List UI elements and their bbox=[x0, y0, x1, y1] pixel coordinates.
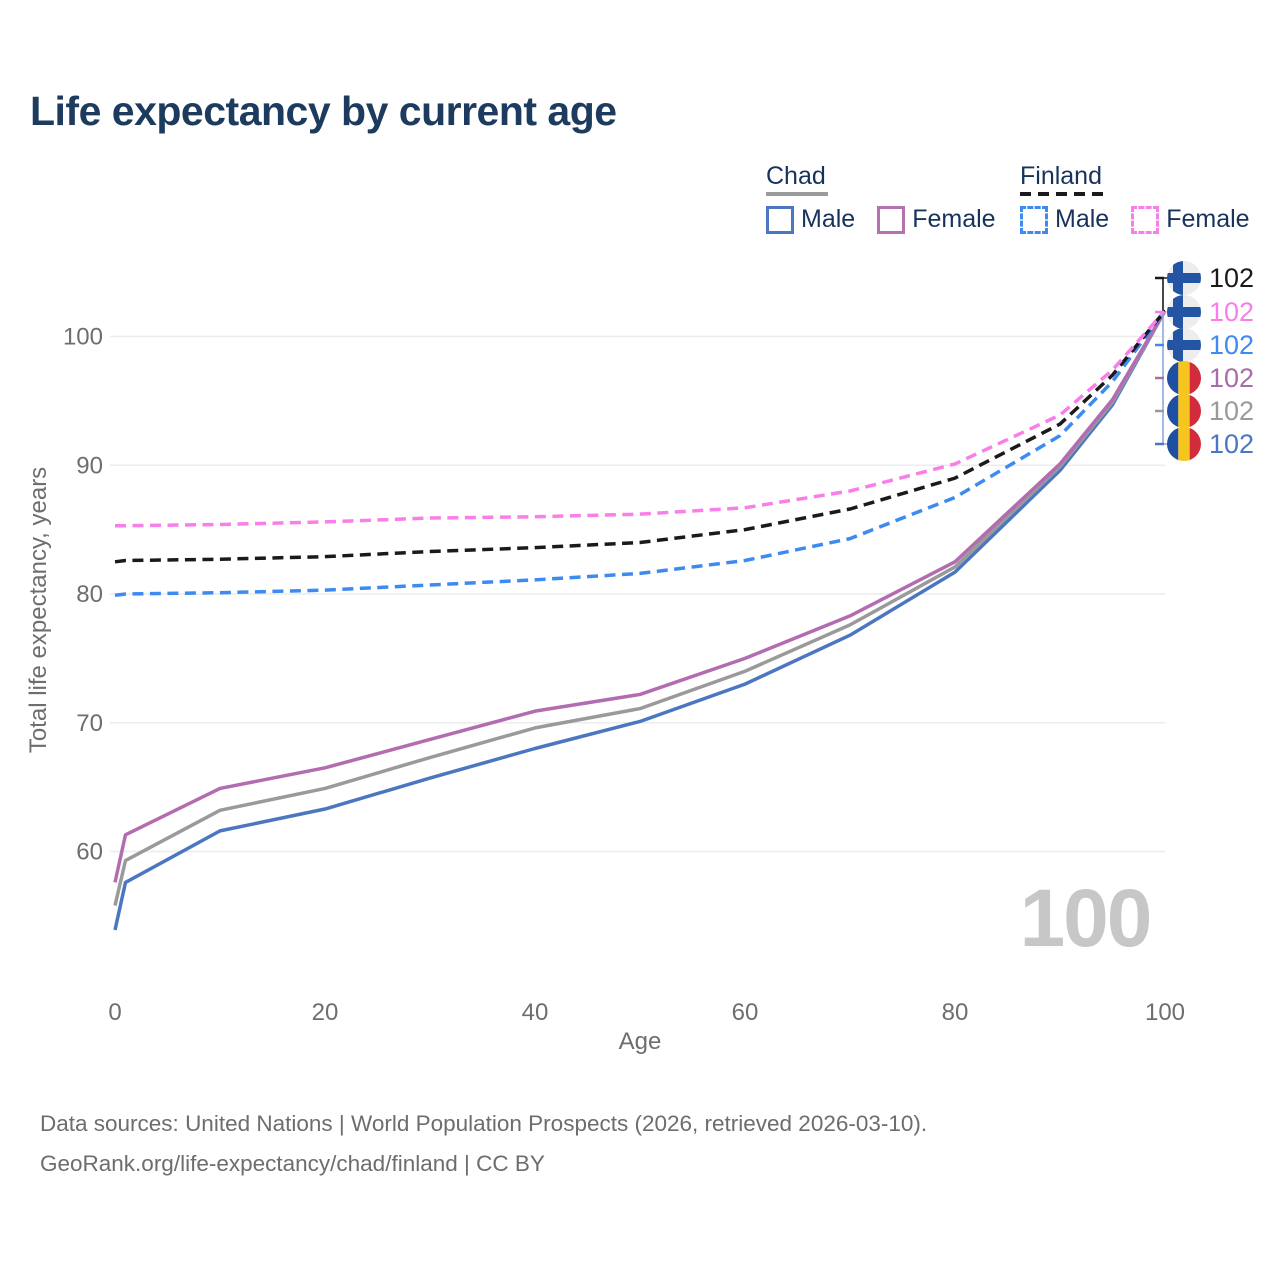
page-title: Life expectancy by current age bbox=[30, 88, 617, 134]
series-line-chad bbox=[113, 309, 1167, 906]
legend-label-chad-male: Male bbox=[801, 205, 856, 233]
x-tick-0: 0 bbox=[108, 999, 121, 1026]
y-tick-70: 70 bbox=[76, 710, 103, 737]
finland-line-sample bbox=[1020, 192, 1106, 196]
series-line-chad-female bbox=[113, 309, 1167, 883]
end-value-finland-female: 102 bbox=[1209, 297, 1254, 327]
legend-country-chad: Chad bbox=[766, 162, 826, 190]
series-line-finland-female bbox=[115, 309, 1167, 528]
end-value-finland-male: 102 bbox=[1209, 330, 1254, 360]
chad-female-swatch-icon[interactable] bbox=[877, 205, 906, 234]
chad-male-swatch-icon[interactable] bbox=[766, 205, 794, 234]
y-axis-label: Total life expectancy, years bbox=[25, 467, 52, 753]
x-axis-label: Age bbox=[619, 1028, 662, 1055]
chad-flag-icon bbox=[1167, 427, 1201, 461]
y-tick-90: 90 bbox=[76, 452, 103, 479]
x-tick-40: 40 bbox=[522, 999, 549, 1026]
series-line-chad-male bbox=[113, 309, 1167, 931]
footer-data-sources: Data sources: United Nations | World Pop… bbox=[40, 1111, 928, 1136]
end-value-chad-female: 102 bbox=[1209, 363, 1254, 393]
legend-item-chad-female[interactable]: Female bbox=[877, 205, 996, 234]
legend-label-finland-male: Male bbox=[1055, 205, 1110, 233]
end-value-chad-male: 102 bbox=[1209, 429, 1254, 459]
series-line-finland-male bbox=[114, 309, 1167, 598]
finland-male-swatch-icon[interactable] bbox=[1020, 205, 1048, 234]
finland-flag-icon bbox=[1167, 295, 1201, 329]
x-tick-20: 20 bbox=[312, 999, 339, 1026]
x-tick-80: 80 bbox=[942, 999, 969, 1026]
legend-label-chad-female: Female bbox=[912, 205, 996, 233]
legend-label-finland-female: Female bbox=[1166, 205, 1250, 233]
finland-flag-icon bbox=[1167, 261, 1201, 295]
chad-line-sample bbox=[766, 192, 828, 196]
y-tick-100: 100 bbox=[63, 324, 103, 351]
legend-item-finland-female[interactable]: Female bbox=[1131, 205, 1250, 234]
chad-flag-icon bbox=[1167, 361, 1201, 395]
y-tick-80: 80 bbox=[76, 581, 103, 608]
x-tick-100: 100 bbox=[1145, 999, 1185, 1026]
chad-flag-icon bbox=[1167, 394, 1201, 428]
legend-item-chad-male[interactable]: Male bbox=[766, 205, 855, 234]
legend-group-finland: Finland Male Female bbox=[1020, 163, 1272, 234]
end-value-chad: 102 bbox=[1209, 396, 1254, 426]
legend-country-finland: Finland bbox=[1020, 162, 1102, 190]
end-value-finland: 102 bbox=[1209, 263, 1254, 293]
finland-flag-icon bbox=[1167, 328, 1201, 362]
x-tick-60: 60 bbox=[732, 999, 759, 1026]
series-line-finland bbox=[114, 309, 1167, 564]
legend-group-chad: Chad Male Female bbox=[766, 163, 1018, 234]
footer-note: Data sources: United Nations | World Pop… bbox=[40, 1104, 927, 1184]
age-watermark: 100 bbox=[1020, 873, 1151, 964]
legend-item-finland-male[interactable]: Male bbox=[1020, 205, 1109, 234]
footer-link-line: GeoRank.org/life-expectancy/chad/finland… bbox=[40, 1151, 545, 1176]
finland-female-swatch-icon[interactable] bbox=[1131, 205, 1160, 234]
y-tick-60: 60 bbox=[76, 839, 103, 866]
